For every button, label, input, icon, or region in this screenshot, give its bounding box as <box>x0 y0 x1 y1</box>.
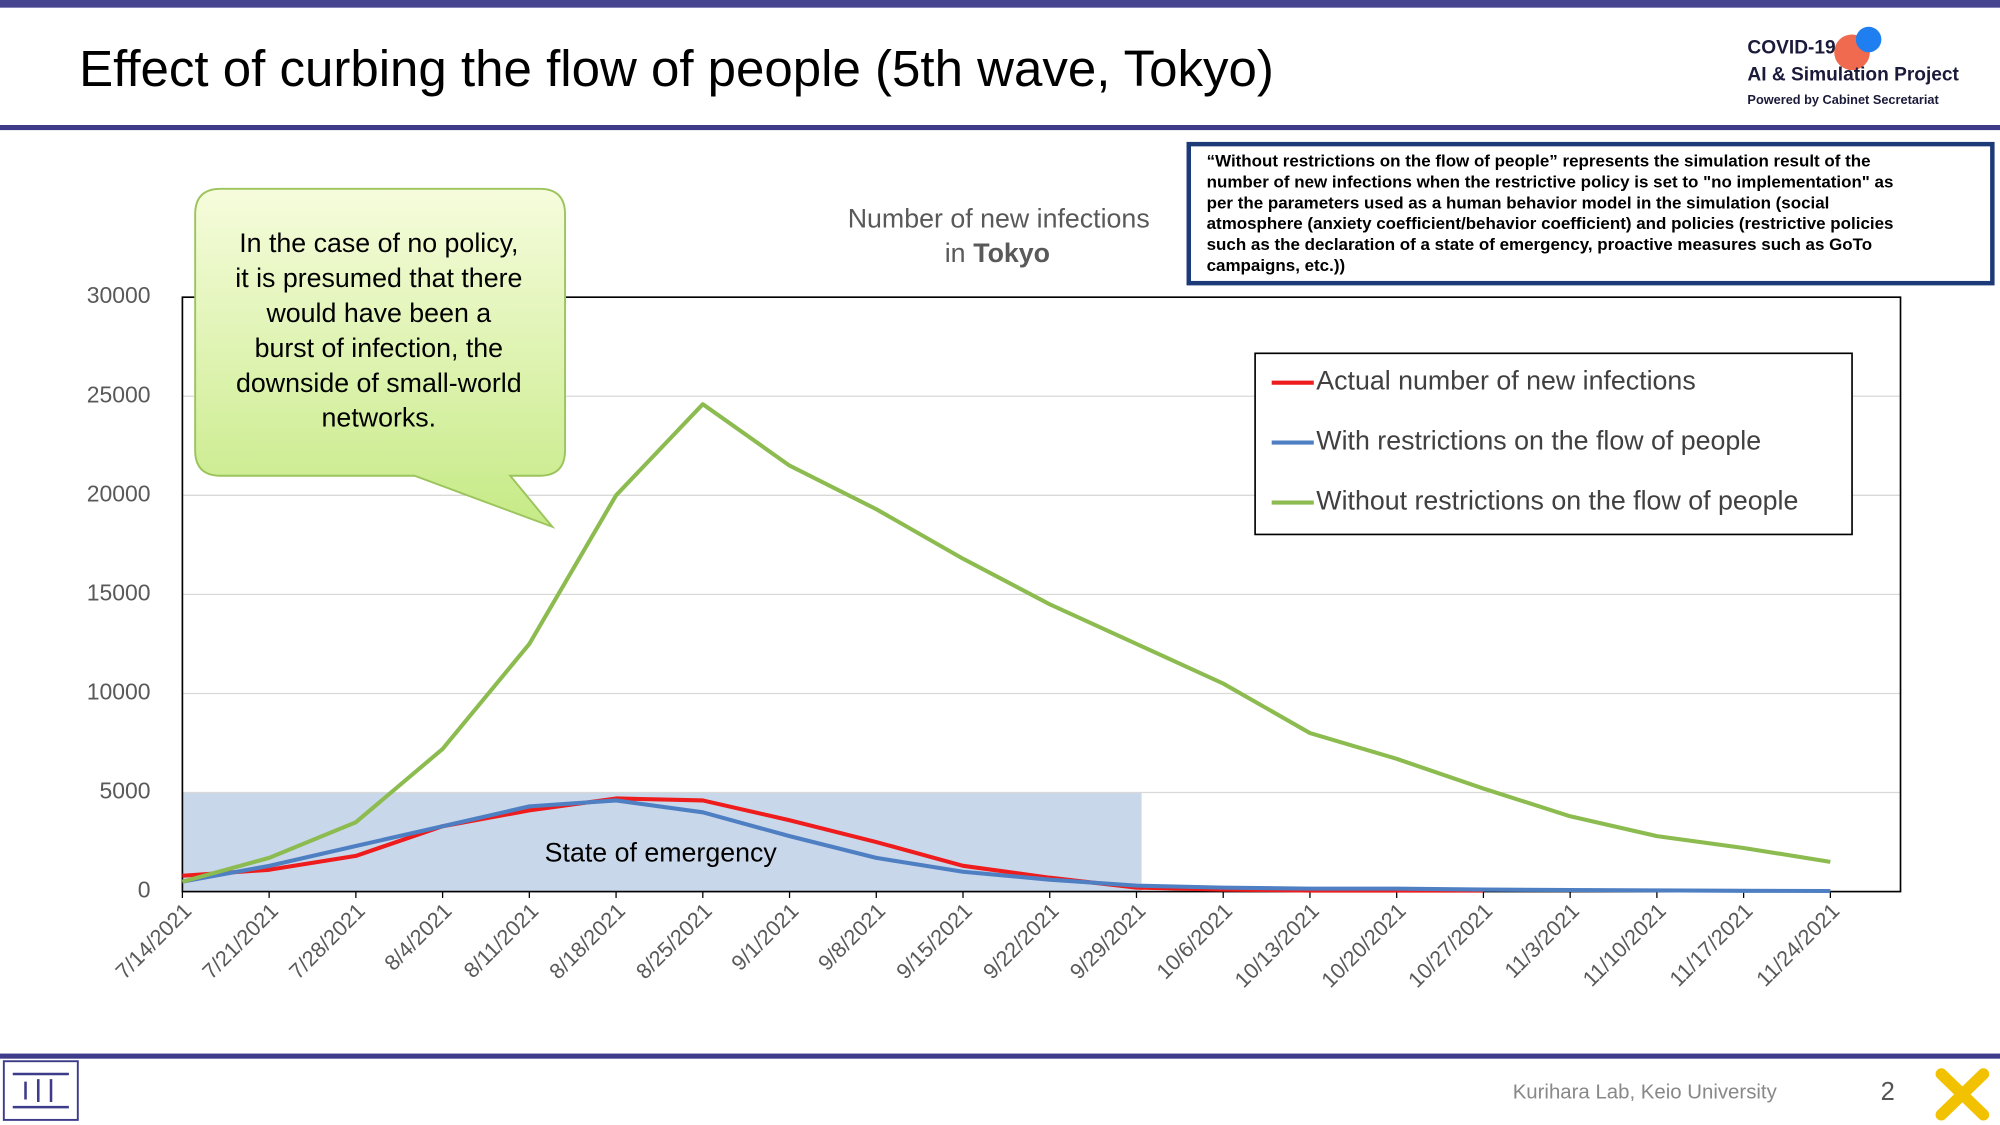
note-box <box>1186 141 1995 286</box>
callout-text: would have been a <box>265 298 491 328</box>
plot-frame <box>181 296 1902 893</box>
note-text: per the parameters used as a human behav… <box>1207 193 1830 212</box>
x-tick-label: 8/11/2021 <box>459 898 544 983</box>
x-tick-label: 9/15/2021 <box>891 898 977 984</box>
x-tick-label: 9/8/2021 <box>813 898 890 975</box>
legend-box <box>1254 352 1853 536</box>
slide-title: Effect of curbing the flow of people (5t… <box>79 40 1274 97</box>
series-line <box>182 798 1831 894</box>
legend-label: With restrictions on the flow of people <box>1316 426 1761 456</box>
x-tick-label: 11/3/2021 <box>1499 898 1584 983</box>
page-number: 2 <box>1881 1078 1895 1106</box>
x-tick-label: 10/27/2021 <box>1403 898 1497 992</box>
x-tick-label: 8/4/2021 <box>379 898 456 975</box>
x-tick-label: 7/14/2021 <box>111 898 197 984</box>
x-tick-label: 7/21/2021 <box>197 898 283 984</box>
legend-label: Actual number of new infections <box>1316 366 1695 396</box>
y-tick-label: 25000 <box>87 381 151 407</box>
legend-label: Without restrictions on the flow of peop… <box>1316 486 1798 516</box>
callout-text: it is presumed that there <box>235 263 522 293</box>
x-tick-label: 10/20/2021 <box>1316 898 1410 992</box>
logo-text: Powered by Cabinet Secretariat <box>1747 92 1939 107</box>
y-tick-label: 20000 <box>87 480 151 506</box>
callout-text: In the case of no policy, <box>239 228 518 258</box>
x-tick-label: 7/28/2021 <box>284 898 370 984</box>
note-text: number of new infections when the restri… <box>1207 172 1894 191</box>
note-text: “Without restrictions on the flow of peo… <box>1207 151 1871 170</box>
x-tick-label: 9/29/2021 <box>1065 898 1151 984</box>
callout-text: downside of small-world <box>236 368 522 398</box>
chart-title: Number of new infections <box>848 204 1150 234</box>
x-tick-label: 10/13/2021 <box>1230 898 1324 992</box>
x-tick-label: 9/1/2021 <box>726 898 803 975</box>
series-line <box>181 402 1831 884</box>
logo-dot <box>1855 26 1882 53</box>
emergency-label: State of emergency <box>545 838 778 868</box>
x-tick-label: 8/18/2021 <box>544 898 630 984</box>
x-tick-label: 8/25/2021 <box>631 898 717 984</box>
footer-rule <box>0 1053 2000 1059</box>
note-text: campaigns, etc.)) <box>1207 256 1346 275</box>
callout-text: networks. <box>322 403 437 433</box>
x-tick-label: 11/10/2021 <box>1578 898 1671 991</box>
y-tick-label: 5000 <box>99 778 150 804</box>
x-tick-label: 11/17/2021 <box>1664 898 1757 991</box>
top-bar <box>0 0 2000 8</box>
footer-credit: Kurihara Lab, Keio University <box>1513 1082 1778 1104</box>
note-text: atmosphere (anxiety coefficient/behavior… <box>1207 214 1894 233</box>
y-tick-label: 15000 <box>87 579 151 605</box>
x-tick-label: 11/24/2021 <box>1751 898 1844 991</box>
x-tick-label: 10/6/2021 <box>1151 898 1237 984</box>
callout-text: burst of infection, the <box>255 333 503 363</box>
y-tick-label: 30000 <box>87 282 151 308</box>
chart-title: Tokyo <box>973 238 1050 268</box>
y-tick-label: 10000 <box>87 679 151 705</box>
header-rule <box>0 125 2000 131</box>
footer-mark <box>1935 1068 1990 1121</box>
footer-logo <box>2 1060 79 1121</box>
note-text: such as the declaration of a state of em… <box>1207 235 1872 254</box>
chart-title: in <box>945 238 966 268</box>
x-tick-label: 9/22/2021 <box>978 898 1064 984</box>
y-tick-label: 0 <box>138 877 151 903</box>
logo-text: AI & Simulation Project <box>1747 64 1959 85</box>
logo-text: COVID-19 <box>1747 38 1835 59</box>
callout <box>194 187 567 529</box>
